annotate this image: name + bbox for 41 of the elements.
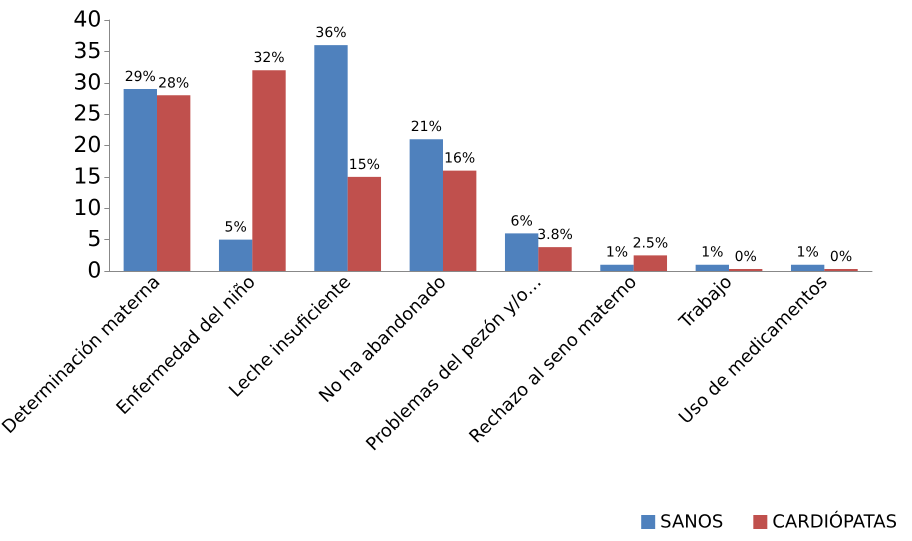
data-label: 6% [510, 213, 533, 230]
bar [696, 264, 729, 271]
y-tick-label: 25 [73, 102, 102, 127]
y-tick-label: 0 [87, 258, 102, 284]
y-tick-label: 40 [73, 8, 102, 32]
bar [124, 89, 157, 271]
bar [442, 170, 476, 271]
y-tick-label: 20 [73, 133, 102, 158]
data-label: 29% [124, 69, 156, 86]
data-label: 2.5% [632, 235, 668, 252]
y-tick-label: 15 [73, 164, 102, 190]
bar [634, 255, 668, 271]
y-tick-label: 35 [73, 38, 102, 64]
bar [156, 95, 190, 271]
data-label: 1% [606, 244, 628, 261]
y-tick-label: 5 [87, 227, 102, 252]
bar [538, 247, 572, 271]
data-label: 36% [315, 25, 347, 42]
bar [790, 264, 824, 271]
bar [252, 70, 286, 271]
y-tick-label: 30 [73, 70, 102, 96]
data-label: 1% [701, 244, 724, 261]
data-label: 21% [410, 119, 442, 136]
data-label: 28% [158, 75, 190, 92]
bar [348, 176, 382, 271]
bar [218, 240, 252, 271]
bar [600, 264, 634, 271]
bar [410, 139, 443, 271]
bar [504, 233, 538, 271]
legend-label: SANOS [660, 512, 724, 532]
data-label: 32% [253, 50, 285, 66]
data-label: 0% [830, 249, 852, 265]
data-label: 1% [796, 244, 819, 261]
data-label: 15% [348, 156, 380, 173]
y-tick-label: 10 [73, 196, 102, 221]
data-label: 0% [734, 249, 757, 265]
data-label: 3.8% [537, 227, 573, 244]
bar [314, 45, 348, 271]
data-label: 16% [444, 150, 476, 167]
legend-label: CARDIÓPATAS [772, 510, 898, 532]
data-label: 5% [224, 220, 247, 236]
